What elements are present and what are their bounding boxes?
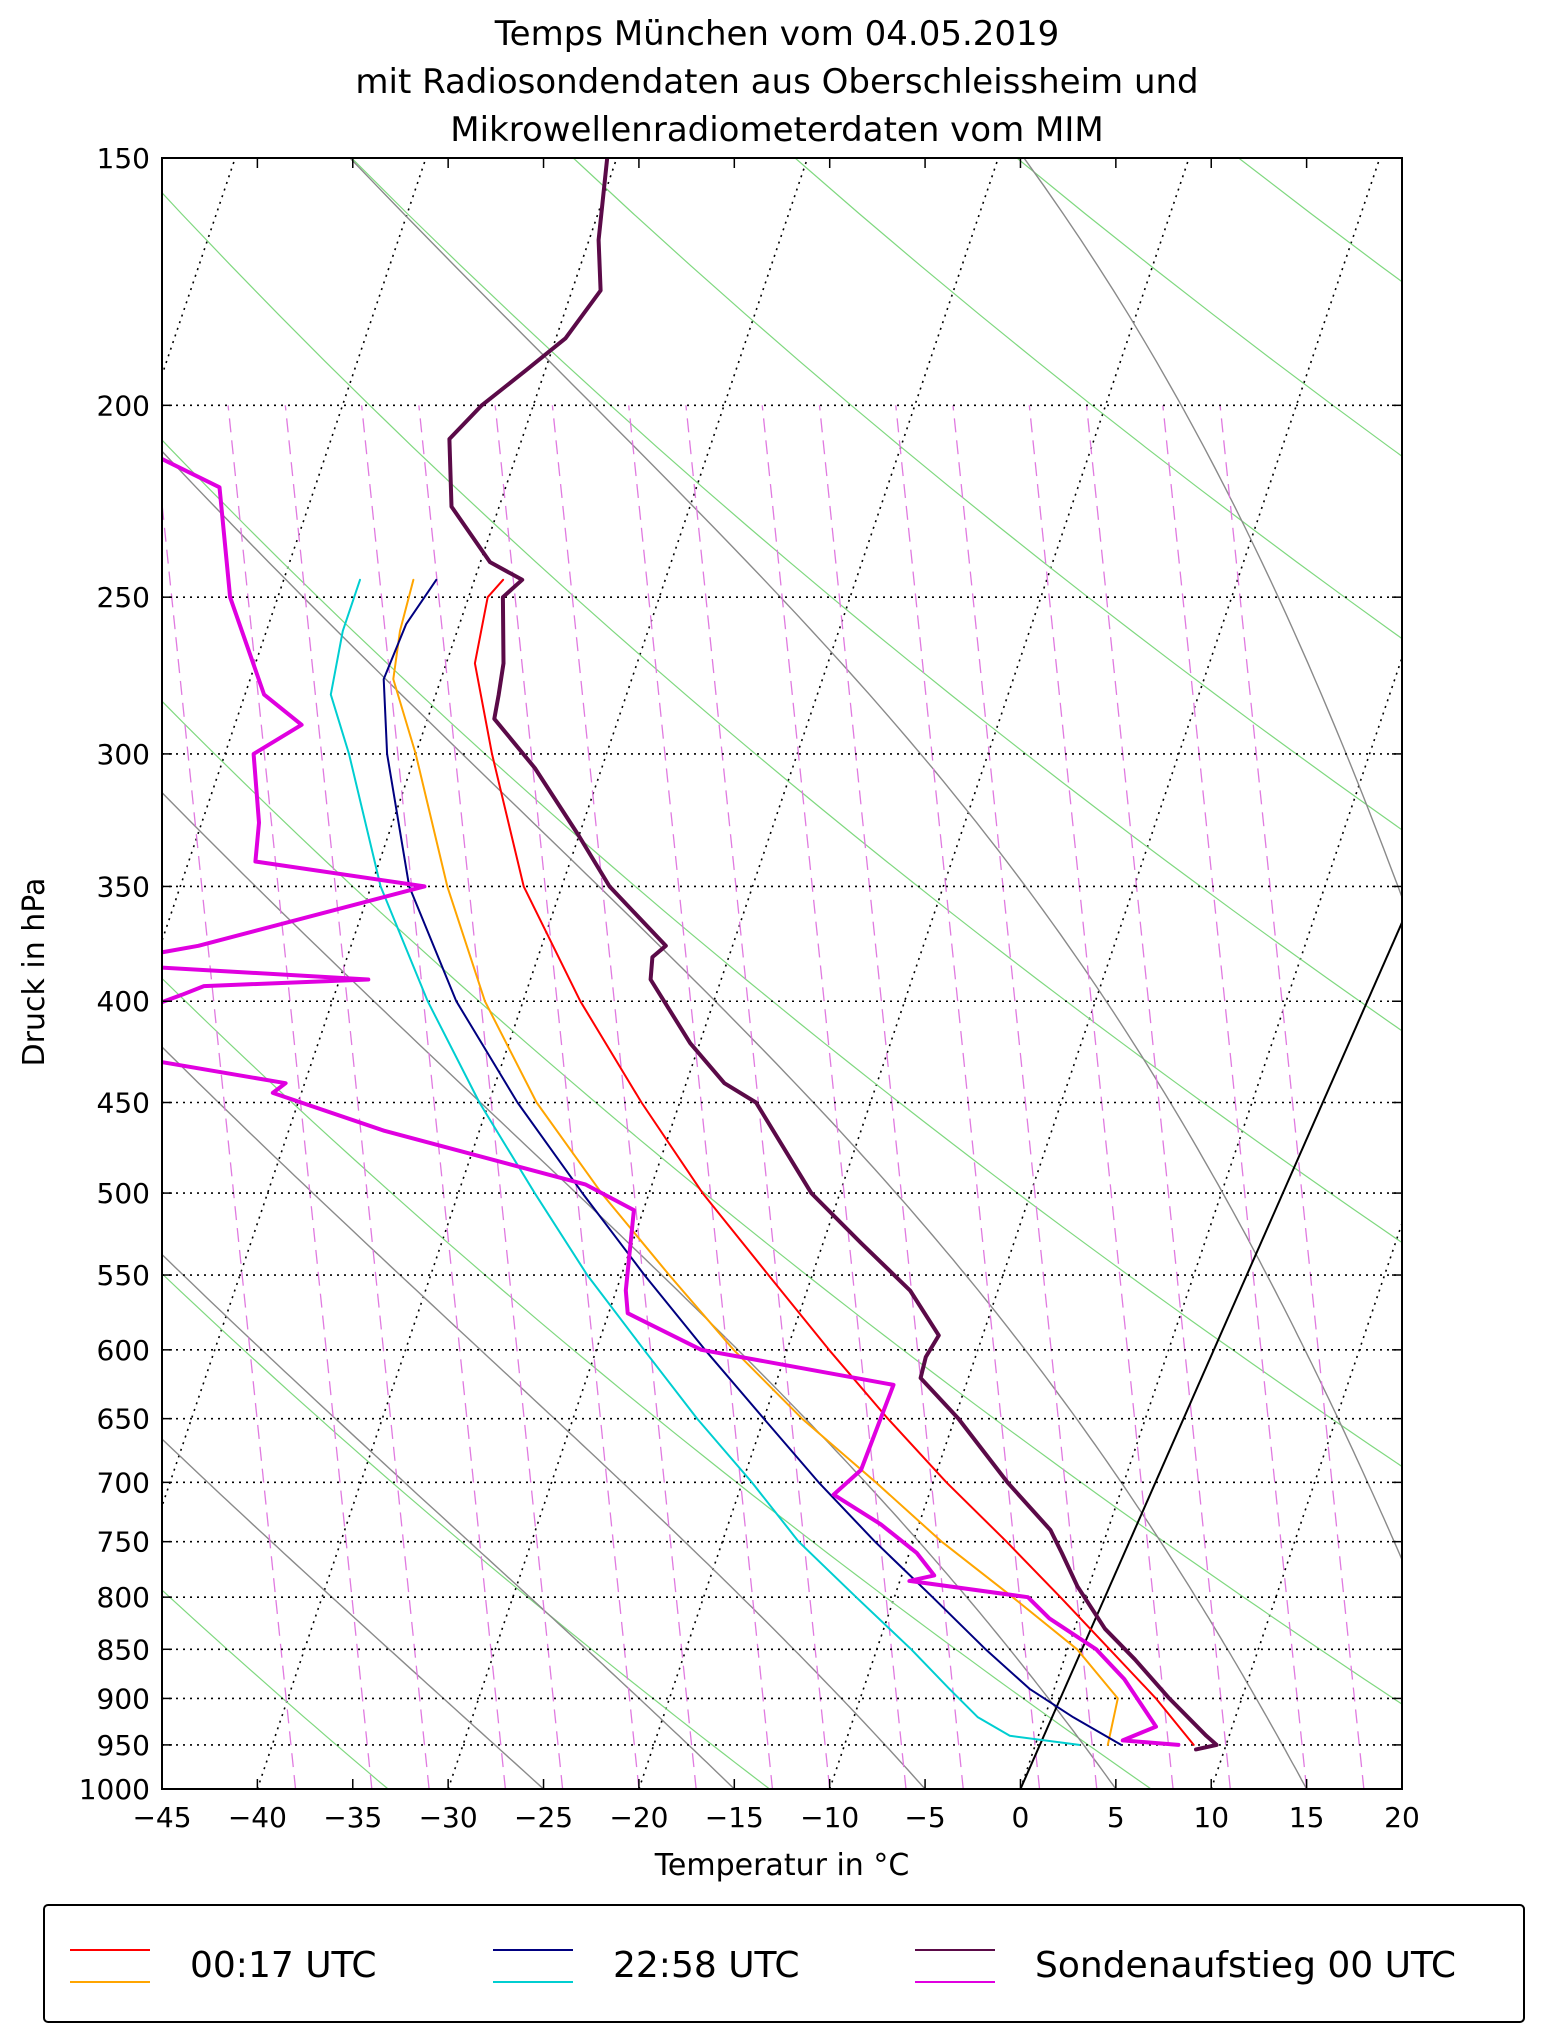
title-line-3: Mikrowellenradiometerdaten vom MIM — [450, 110, 1103, 150]
x-tick-label: 0 — [1012, 1801, 1030, 1834]
moist-adiabat-line — [349, 158, 1402, 1562]
series-line-1 — [392, 578, 1119, 1746]
x-tick-label: −10 — [800, 1801, 859, 1834]
y-tick-label: 450 — [97, 1087, 150, 1120]
x-tick-label: −15 — [705, 1801, 764, 1834]
background-lines — [162, 158, 1402, 1789]
y-tick-label: 900 — [97, 1682, 150, 1715]
y-tick-label: 600 — [97, 1334, 150, 1367]
dry-adiabat-line — [162, 191, 1402, 1244]
moist-adiabat-line — [162, 1438, 544, 1789]
dry-adiabat-line — [162, 439, 1402, 1468]
series-line-0 — [473, 578, 1195, 1746]
series-line-3 — [329, 578, 1081, 1746]
title-line-2: mit Radiosondendaten aus Oberschleisshei… — [355, 62, 1198, 102]
dry-adiabat-line — [162, 1272, 770, 1789]
x-tick-label: 20 — [1384, 1801, 1420, 1834]
mixing-ratio-line — [761, 405, 907, 1789]
zero-isotherm-line — [1019, 922, 1402, 1789]
dry-adiabat-line — [572, 158, 1402, 831]
x-axis-label: Temperatur in °C — [654, 1848, 910, 1883]
y-tick-label: 350 — [97, 870, 150, 903]
legend-frame — [43, 1904, 1525, 2023]
x-tick-label: −30 — [419, 1801, 478, 1834]
y-tick-label: 800 — [97, 1581, 150, 1614]
series-line-2 — [382, 578, 1123, 1746]
plot-frame — [161, 157, 1403, 1790]
dry-adiabat-line — [162, 977, 1152, 1789]
y-tick-label: 950 — [97, 1729, 150, 1762]
y-axis-label: Druck in hPa — [17, 878, 52, 1067]
legend: 00:17 UTC 22:58 UTC Sondenaufstieg 00 UT… — [43, 1904, 1525, 2023]
y-tick-label: 650 — [97, 1403, 150, 1436]
legend-label: 00:17 UTC — [190, 1945, 377, 1986]
y-tick-label: 700 — [97, 1466, 150, 1499]
mixing-ratio-line — [1085, 405, 1231, 1789]
x-tick-label: −25 — [514, 1801, 573, 1834]
mixing-ratio-line — [418, 405, 564, 1789]
y-tick-label: 750 — [97, 1526, 150, 1559]
moist-adiabat-line — [1023, 158, 1402, 900]
title-line-1: Temps München vom 04.05.2019 — [494, 14, 1060, 54]
legend-label: 22:58 UTC — [613, 1945, 800, 1986]
mixing-ratio-line — [360, 405, 507, 1789]
dry-adiabat-line — [351, 158, 1402, 1032]
data-series — [162, 158, 1219, 1752]
legend-label: Sondenaufstieg 00 UTC — [1035, 1945, 1456, 1986]
x-tick-label: 15 — [1289, 1801, 1325, 1834]
y-tick-label: 300 — [97, 738, 150, 771]
mixing-ratio-line — [227, 405, 373, 1789]
chart-title: Temps München vom 04.05.2019 mit Radioso… — [355, 14, 1198, 150]
x-tick-label: 5 — [1107, 1801, 1125, 1834]
mixing-ratio-line — [494, 405, 640, 1789]
mixing-ratio-line — [895, 405, 1041, 1789]
dry-adiabat-line — [162, 1589, 389, 1789]
mixing-ratio-line — [284, 405, 430, 1789]
y-tick-label: 250 — [97, 581, 150, 614]
moist-adiabat-line — [162, 450, 1308, 1789]
mixing-ratio-line — [551, 405, 697, 1789]
y-axis-ticks: 1000 950 900 850 800 750 700 650 600 550 500 450 400… — [79, 142, 1402, 1806]
legend-entry-2: Sondenaufstieg 00 UTC — [915, 1945, 1456, 1986]
x-tick-label: −45 — [132, 1801, 191, 1834]
x-axis-ticks: −45 −40 −35 −30 −25 −20 −15 −10 −5 0 5 10 15 20 — [132, 158, 1420, 1834]
mixing-ratio-line — [818, 405, 964, 1789]
x-tick-label: −40 — [228, 1801, 287, 1834]
y-tick-label: 200 — [97, 389, 150, 422]
y-tick-label: 550 — [97, 1259, 150, 1292]
dry-adiabat-line — [162, 700, 1402, 1705]
y-tick-label: 1000 — [79, 1773, 150, 1806]
moist-adiabat-line — [162, 1046, 926, 1789]
y-tick-label: 400 — [97, 985, 150, 1018]
x-tick-label: −35 — [323, 1801, 382, 1834]
legend-entry-0: 00:17 UTC — [70, 1945, 377, 1986]
x-tick-label: −5 — [904, 1801, 945, 1834]
moist-adiabat-line — [162, 1253, 735, 1789]
mixing-ratio-line — [685, 405, 831, 1789]
x-tick-label: 10 — [1193, 1801, 1229, 1834]
y-tick-label: 150 — [97, 142, 150, 175]
x-tick-label: −20 — [609, 1801, 668, 1834]
series-line-4 — [447, 158, 1219, 1752]
y-tick-label: 500 — [97, 1177, 150, 1210]
mixing-ratio-line — [1028, 405, 1174, 1789]
mixing-ratio-line — [1219, 405, 1365, 1789]
mixing-ratio-line — [162, 497, 297, 1789]
series-line-5 — [162, 403, 1181, 1747]
legend-entry-1: 22:58 UTC — [493, 1945, 800, 1986]
mixing-ratio-line — [952, 405, 1098, 1789]
mixing-ratio-line — [628, 405, 774, 1789]
mixing-ratio-line — [1162, 405, 1308, 1789]
y-tick-label: 850 — [97, 1633, 150, 1666]
